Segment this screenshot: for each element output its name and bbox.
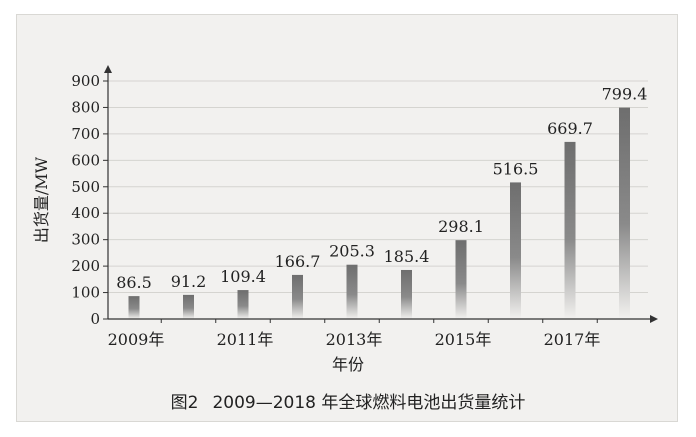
x-tick-label: 2009年 <box>108 330 165 349</box>
y-tick-label: 400 <box>71 204 100 222</box>
bar <box>292 274 303 319</box>
data-label: 185.4 <box>384 247 430 266</box>
y-tick-label: 200 <box>71 257 100 275</box>
figure-caption-text: 2009—2018 年全球燃料电池出货量统计 <box>212 393 526 413</box>
data-label: 109.4 <box>220 267 266 286</box>
figure-caption: 图2 2009—2018 年全球燃料电池出货量统计 <box>0 388 696 413</box>
data-label: 516.5 <box>493 159 539 178</box>
bar <box>619 107 630 319</box>
x-axis-title: 年份 <box>332 355 364 374</box>
x-tick-label: 2011年 <box>217 330 274 349</box>
bar <box>455 240 467 319</box>
data-label: 205.3 <box>329 242 375 261</box>
x-tick-label: 2015年 <box>435 330 492 349</box>
y-tick-label: 800 <box>71 98 100 116</box>
bar <box>510 182 521 319</box>
y-tick-label: 100 <box>71 284 100 302</box>
labels: 0 100 200 300 400 500 600 700 800 900 86.5 91.2 109.… <box>32 72 647 374</box>
bar <box>346 264 358 319</box>
y-tick-label: 900 <box>71 72 100 90</box>
bar <box>183 294 194 319</box>
y-tick-label: 300 <box>71 231 100 249</box>
data-label: 298.1 <box>438 217 484 236</box>
gridlines <box>108 80 648 294</box>
axes <box>103 65 658 323</box>
y-axis-title: 出货量/MW <box>32 156 51 243</box>
data-label: 669.7 <box>547 119 593 138</box>
y-tick-label: 600 <box>71 151 100 169</box>
data-label: 799.4 <box>602 85 648 104</box>
x-tick-label: 2013年 <box>326 330 383 349</box>
data-label: 86.5 <box>116 273 152 292</box>
figure-number: 图2 <box>170 393 199 413</box>
x-tick-label: 2017年 <box>544 330 601 349</box>
bar <box>401 269 412 319</box>
y-tick-label: 500 <box>71 178 100 196</box>
x-axis-arrow <box>650 315 658 323</box>
data-label: 166.7 <box>275 252 321 271</box>
y-tick-label: 0 <box>90 310 100 328</box>
y-axis-arrow <box>104 65 112 73</box>
y-tick-label: 700 <box>71 125 100 143</box>
bar <box>237 290 249 319</box>
bars <box>128 107 630 319</box>
data-label: 91.2 <box>171 272 207 291</box>
bar <box>128 296 140 319</box>
bar <box>564 141 576 319</box>
